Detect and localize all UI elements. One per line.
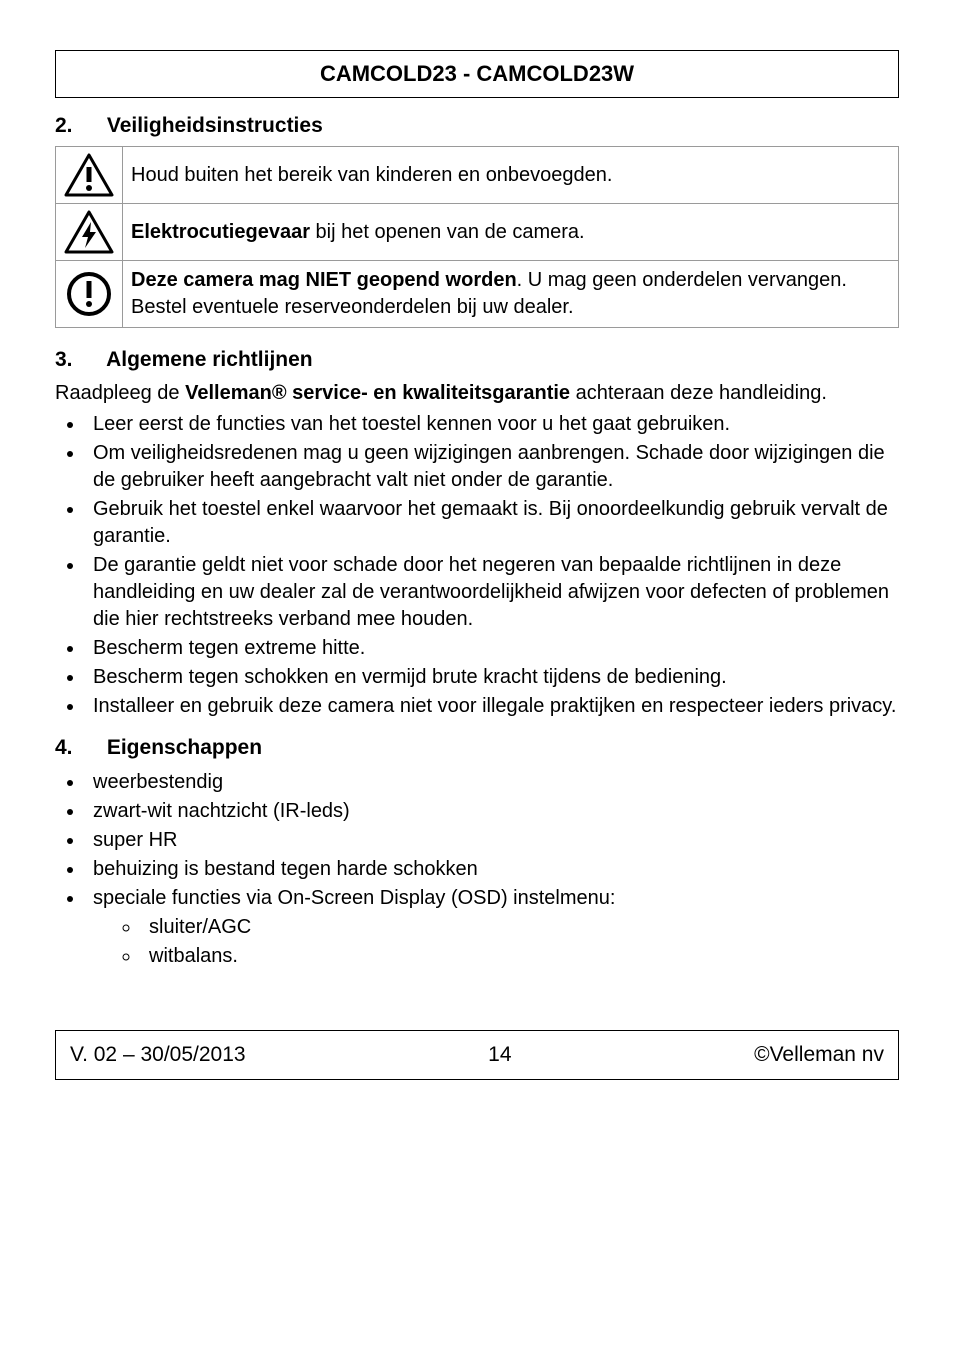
bullet-text: De garantie geldt niet voor schade door … [93, 554, 889, 630]
list-item: De garantie geldt niet voor schade door … [85, 552, 899, 633]
bullet-text: super HR [93, 829, 177, 851]
list-item: Om veiligheidsredenen mag u geen wijzigi… [85, 440, 899, 494]
warning-bold-lead: Deze camera mag NIET geopend worden [131, 269, 517, 291]
section-4-number: 4. [55, 734, 101, 762]
list-item: behuizing is bestand tegen harde schokke… [85, 856, 899, 883]
warning-table: Houd buiten het bereik van kinderen en o… [55, 146, 899, 328]
section-3-intro: Raadpleeg de Velleman® service- en kwali… [55, 380, 899, 407]
warning-row: Houd buiten het bereik van kinderen en o… [56, 147, 899, 204]
list-item: Leer eerst de functies van het toestel k… [85, 411, 899, 438]
list-item: Installeer en gebruik deze camera niet v… [85, 693, 899, 720]
list-item: Bescherm tegen extreme hitte. [85, 635, 899, 662]
section-2-title: Veiligheidsinstructies [107, 114, 323, 137]
warning-text-cell: Houd buiten het bereik van kinderen en o… [123, 147, 899, 204]
warning-bold-lead: Elektrocutiegevaar [131, 221, 310, 243]
warning-icon-cell [56, 147, 123, 204]
section-4-sub-bullets: sluiter/AGC witbalans. [121, 914, 899, 970]
header-title-box: CAMCOLD23 - CAMCOLD23W [55, 50, 899, 98]
electric-triangle-icon [64, 210, 114, 254]
bullet-text: Leer eerst de functies van het toestel k… [93, 413, 730, 435]
footer-copyright: ©Velleman nv [754, 1041, 884, 1069]
warning-row: Deze camera mag NIET geopend worden. U m… [56, 261, 899, 328]
warning-icon-cell [56, 204, 123, 261]
bullet-text: witbalans. [149, 945, 238, 967]
bullet-text: sluiter/AGC [149, 916, 251, 938]
intro-bold: Velleman® service- en kwaliteitsgarantie [185, 382, 570, 404]
header-title: CAMCOLD23 - CAMCOLD23W [320, 61, 634, 86]
bullet-text: speciale functies via On-Screen Display … [93, 887, 615, 909]
bullet-text: Om veiligheidsredenen mag u geen wijzigi… [93, 442, 885, 491]
intro-post: achteraan deze handleiding. [570, 382, 827, 404]
warning-text-cell: Deze camera mag NIET geopend worden. U m… [123, 261, 899, 328]
warning-text-rest: bij het openen van de camera. [310, 221, 585, 243]
section-3-number: 3. [55, 346, 101, 374]
section-2-heading: 2. Veiligheidsinstructies [55, 112, 899, 140]
warning-text: Houd buiten het bereik van kinderen en o… [131, 164, 612, 186]
warning-text-cell: Elektrocutiegevaar bij het openen van de… [123, 204, 899, 261]
footer-version: V. 02 – 30/05/2013 [70, 1041, 246, 1069]
list-item: Gebruik het toestel enkel waarvoor het g… [85, 496, 899, 550]
footer-box: V. 02 – 30/05/2013 14 ©Velleman nv [55, 1030, 899, 1080]
section-3-title: Algemene richtlijnen [106, 348, 313, 371]
list-item: zwart-wit nachtzicht (IR-leds) [85, 798, 899, 825]
list-item: weerbestendig [85, 769, 899, 796]
list-item: speciale functies via On-Screen Display … [85, 885, 899, 970]
warning-icon-cell [56, 261, 123, 328]
bullet-text: behuizing is bestand tegen harde schokke… [93, 858, 478, 880]
section-4-bullets: weerbestendig zwart-wit nachtzicht (IR-l… [55, 769, 899, 970]
list-item: sluiter/AGC [141, 914, 899, 941]
bullet-text: Bescherm tegen schokken en vermijd brute… [93, 666, 727, 688]
list-item: super HR [85, 827, 899, 854]
bullet-text: weerbestendig [93, 771, 223, 793]
bullet-text: Bescherm tegen extreme hitte. [93, 637, 365, 659]
section-4-heading: 4. Eigenschappen [55, 734, 899, 762]
bullet-text: Gebruik het toestel enkel waarvoor het g… [93, 498, 888, 547]
section-2-number: 2. [55, 112, 101, 140]
section-4-title: Eigenschappen [107, 736, 262, 759]
intro-pre: Raadpleeg de [55, 382, 185, 404]
list-item: witbalans. [141, 943, 899, 970]
exclamation-circle-icon [65, 270, 113, 318]
list-item: Bescherm tegen schokken en vermijd brute… [85, 664, 899, 691]
bullet-text: zwart-wit nachtzicht (IR-leds) [93, 800, 350, 822]
section-3-heading: 3. Algemene richtlijnen [55, 346, 899, 374]
section-3-bullets: Leer eerst de functies van het toestel k… [55, 411, 899, 720]
warning-row: Elektrocutiegevaar bij het openen van de… [56, 204, 899, 261]
warning-triangle-icon [64, 153, 114, 197]
bullet-text: Installeer en gebruik deze camera niet v… [93, 695, 896, 717]
footer-page: 14 [488, 1041, 511, 1069]
